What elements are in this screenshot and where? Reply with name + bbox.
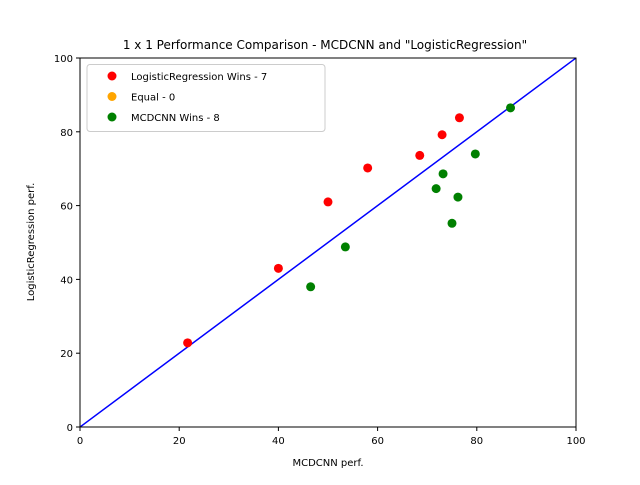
scatter-point-series-2-1 [341,242,350,251]
y-tick-label-60: 60 [60,202,73,213]
y-tick-label-40: 40 [60,275,73,286]
scatter-point-series-2-6 [471,149,480,158]
scatter-point-series-0-2 [324,197,333,206]
x-tick-label-100: 100 [566,436,585,447]
x-tick-label-60: 60 [371,436,384,447]
scatter-point-series-2-4 [448,219,457,228]
scatter-point-series-2-0 [306,282,315,291]
legend-label-0: LogisticRegression Wins - 7 [131,72,267,83]
legend-label-2: MCDCNN Wins - 8 [131,113,220,124]
legend-marker-1 [108,92,117,101]
x-tick-label-0: 0 [77,436,83,447]
legend: LogisticRegression Wins - 7 Equal - 0 MCDC… [87,65,325,132]
scatter-point-series-0-0 [183,338,192,347]
x-tick-label-40: 40 [272,436,285,447]
scatter-point-series-2-3 [439,169,448,178]
x-tick-label-20: 20 [173,436,186,447]
scatter-point-series-0-3 [363,163,372,172]
scatter-point-series-2-7 [506,103,515,112]
scatter-point-series-0-4 [415,151,424,160]
y-tick-label-20: 20 [60,349,73,360]
legend-label-1: Equal - 0 [131,93,175,104]
scatter-point-series-0-5 [438,130,447,139]
scatter-point-series-2-5 [453,193,462,202]
y-tick-label-80: 80 [60,128,73,139]
chart-title: 1 x 1 Performance Comparison - MCDCNN an… [123,38,527,52]
x-tick-label-80: 80 [470,436,483,447]
y-tick-label-100: 100 [54,54,73,65]
y-tick-label-0: 0 [67,423,73,434]
x-axis-label: MCDCNN perf. [292,458,363,469]
scatter-point-series-0-6 [455,113,464,122]
y-axis-label: LogisticRegression perf. [26,183,37,302]
legend-marker-2 [108,113,117,122]
legend-marker-0 [108,72,117,81]
scatter-point-series-0-1 [274,264,283,273]
scatter-point-series-2-2 [432,184,441,193]
